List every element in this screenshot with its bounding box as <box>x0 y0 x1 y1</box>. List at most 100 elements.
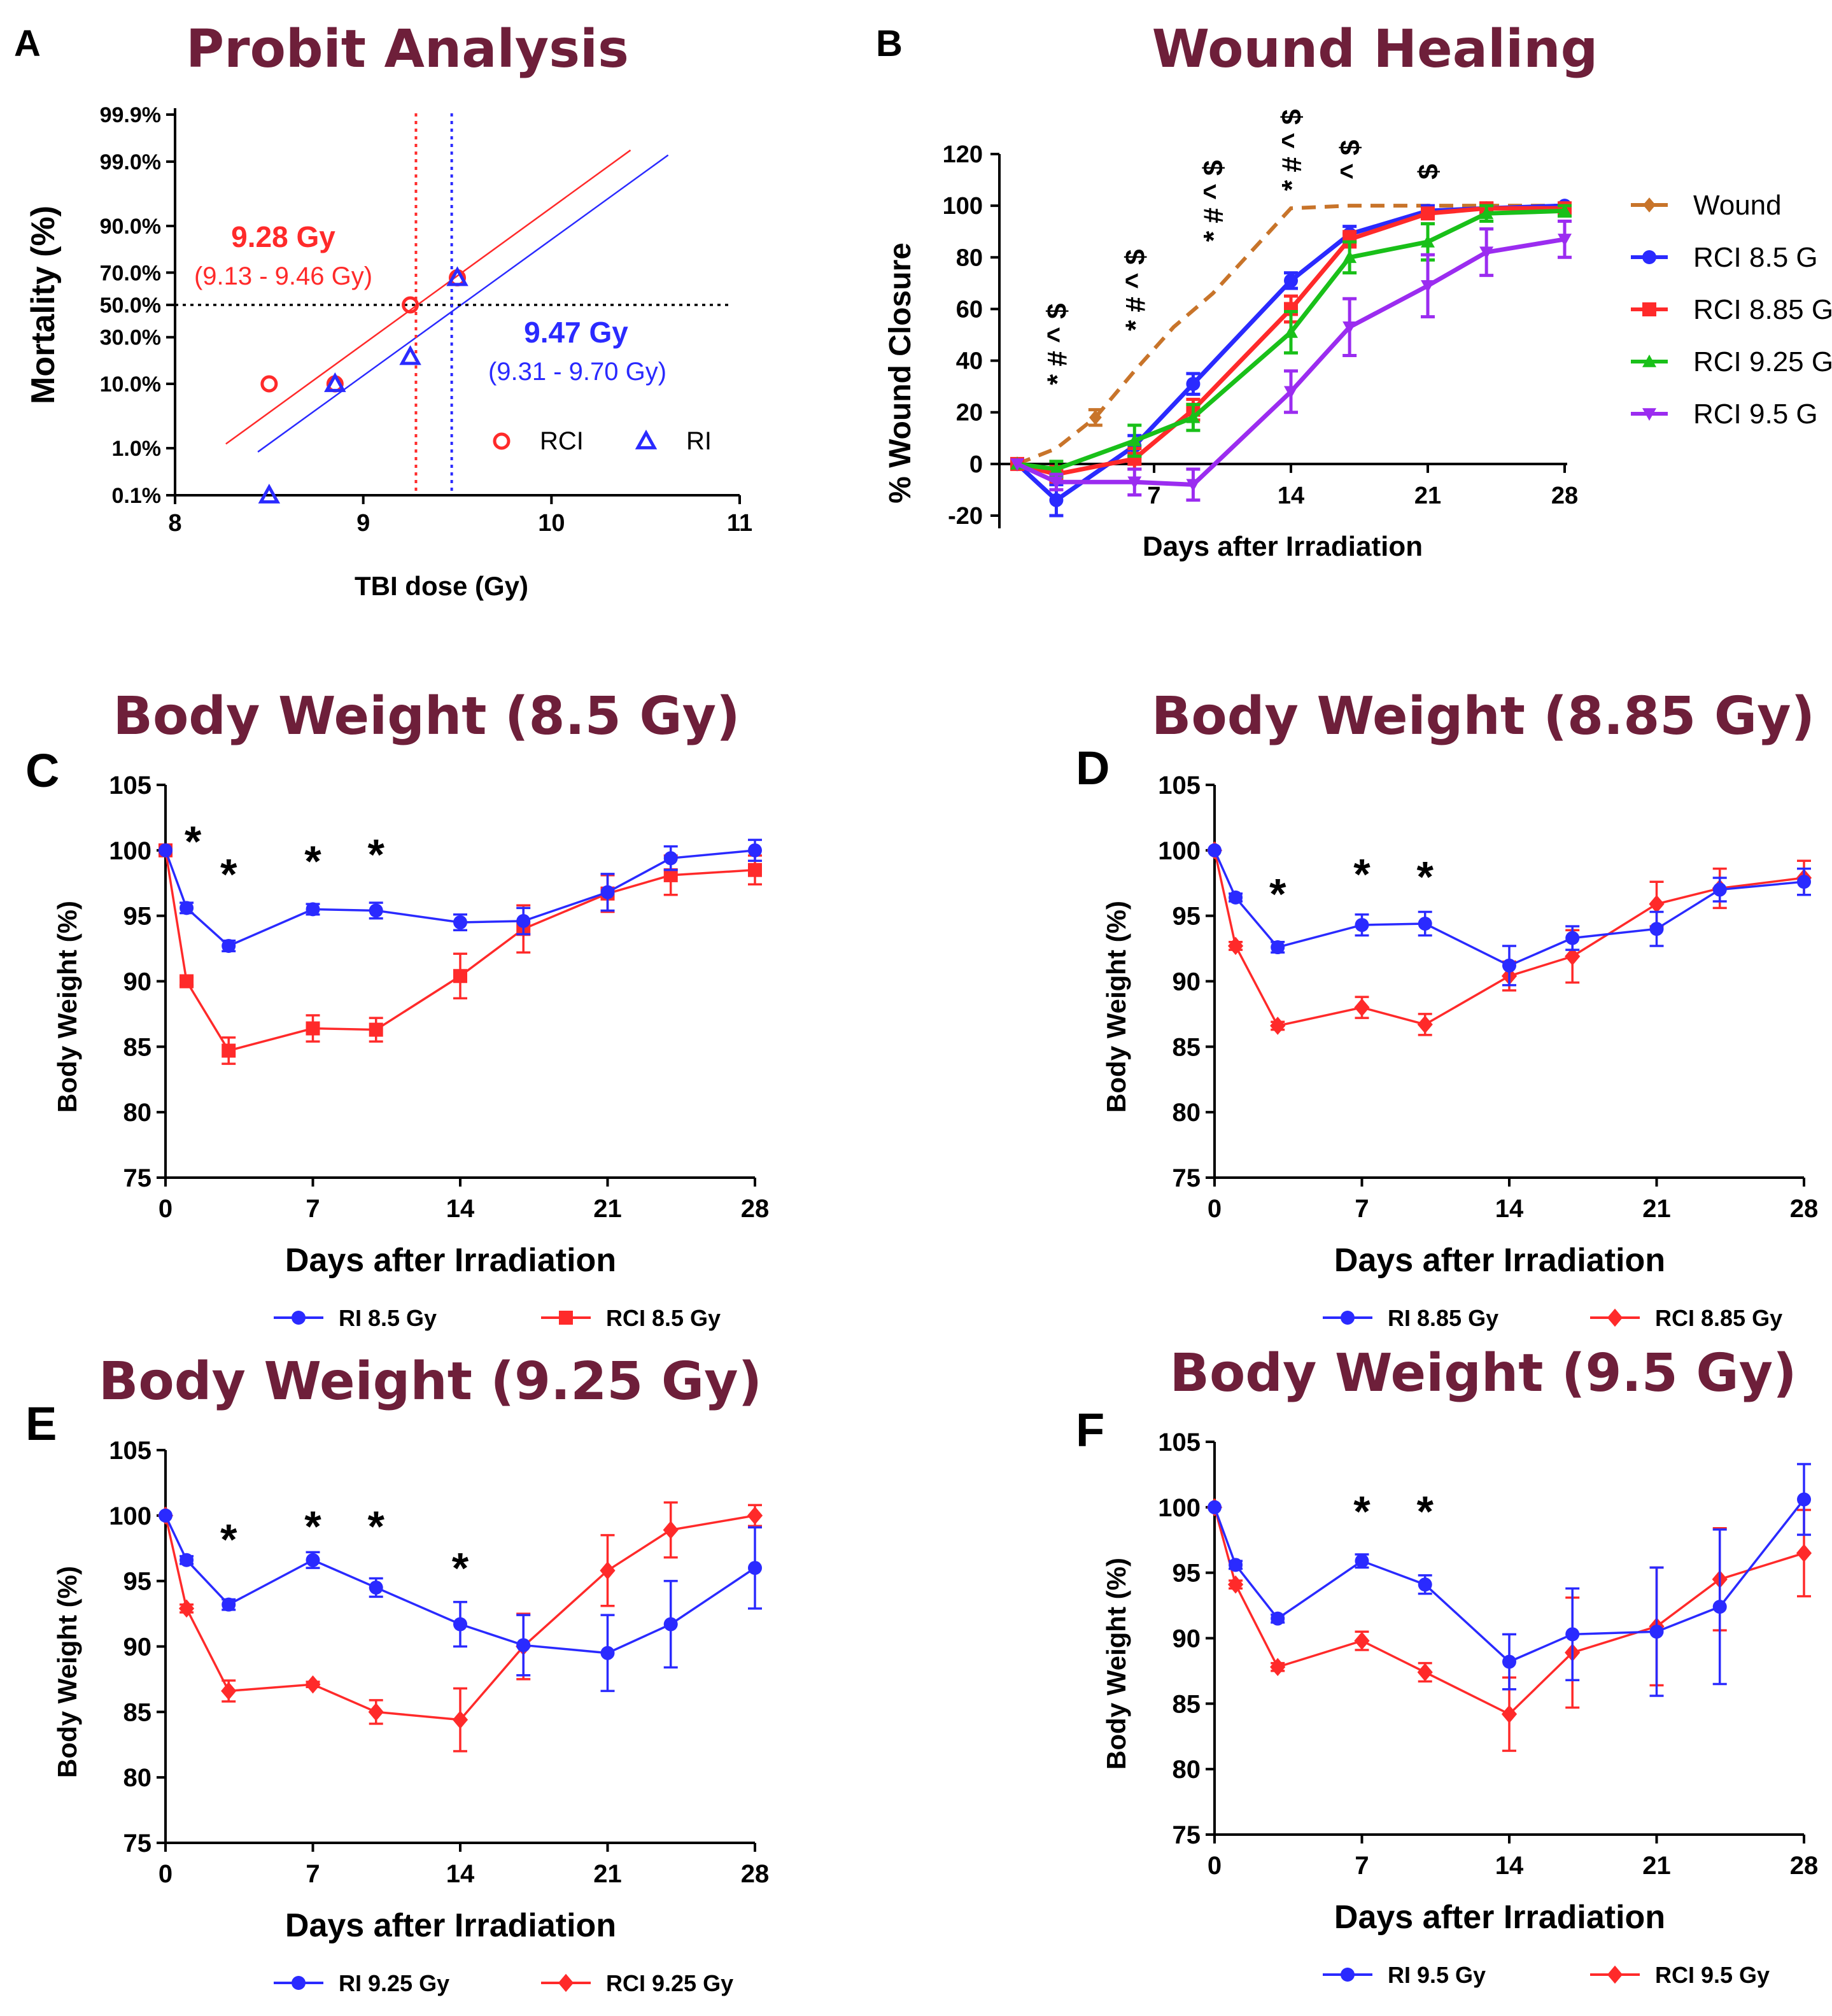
legend-marker-b <box>1642 355 1656 367</box>
panel-c: C Body Weight (8.5 Gy) 75 80 85 90 95 100 105 0 7 1… <box>25 686 769 1331</box>
y-tick-label: 75 <box>123 1164 152 1192</box>
data-point <box>1227 936 1244 955</box>
legend-label: RCI 8.5 Gy <box>606 1305 721 1331</box>
legend-marker <box>1341 1968 1355 1982</box>
legend-label: RI 9.25 Gy <box>339 1970 449 1996</box>
series-line <box>164 850 756 1052</box>
y-axis-label-b: % Wound Closure <box>884 243 917 504</box>
y-tick-label: 75 <box>123 1829 152 1857</box>
data-point <box>1354 998 1370 1017</box>
significance-star: * <box>185 817 202 866</box>
panel-label-b: B <box>876 23 903 64</box>
data-point <box>1271 1611 1285 1626</box>
data-point <box>1565 1627 1580 1642</box>
data-point <box>600 1561 616 1580</box>
x-axis-label: Days after Irradiation <box>1334 1242 1665 1279</box>
series-line <box>1213 850 1805 1027</box>
x-axis-label-b: Days after Irradiation <box>1143 531 1423 562</box>
data-point-b <box>1284 325 1298 338</box>
data-point <box>180 901 194 915</box>
x-tick-label-b: 21 <box>1414 483 1441 509</box>
legend-marker <box>292 1311 306 1325</box>
data-point-b <box>1049 476 1064 490</box>
legend-marker <box>1341 1311 1355 1325</box>
x-axis-label: Days after Irradiation <box>285 1907 616 1944</box>
x-tick-label: 7 <box>306 1860 320 1888</box>
significance-star: * <box>367 1502 384 1551</box>
data-point-b <box>1421 234 1435 248</box>
data-point <box>1712 1600 1727 1614</box>
data-point <box>516 1638 531 1653</box>
panel-e: E Body Weight (9.25 Gy) 75 80 85 90 95 100 105 0 7… <box>25 1351 769 1996</box>
y-tick-label: 95 <box>123 1568 152 1596</box>
significance-star: * <box>367 831 384 879</box>
x-tick-label: 28 <box>1790 1852 1819 1880</box>
data-point <box>1649 894 1665 913</box>
y-tick-label: 105 <box>109 772 151 800</box>
y-tick-label: 100 <box>1158 1494 1201 1522</box>
data-point <box>1418 1577 1432 1592</box>
ld50-ci-rci: (9.13 - 9.46 Gy) <box>194 262 372 290</box>
legend-label-b: RCI 8.5 G <box>1693 242 1818 273</box>
panel-label-d: D <box>1076 742 1110 794</box>
data-point <box>222 1043 236 1058</box>
legend-marker <box>1607 1965 1623 1984</box>
y-tick-label: 105 <box>1158 1428 1201 1456</box>
significance-star: * <box>304 1502 321 1551</box>
y-axis-label: Body Weight (%) <box>52 1566 82 1778</box>
fit-line-rci <box>225 149 631 445</box>
data-point <box>1649 922 1664 936</box>
x-tick-label: 21 <box>1642 1195 1671 1223</box>
series-line <box>1213 850 1805 967</box>
legend-label: RI 8.5 Gy <box>339 1305 437 1331</box>
significance-star: * <box>304 837 321 885</box>
data-point <box>663 1521 679 1539</box>
y-axis-label: Body Weight (%) <box>1101 1558 1131 1770</box>
series-line <box>164 849 756 948</box>
data-point <box>369 903 383 918</box>
series-line <box>1213 1507 1805 1716</box>
y-tick-label-b: 60 <box>956 296 983 323</box>
y-tick-label: 80 <box>1173 1756 1201 1784</box>
legend-label-ri: RI <box>686 427 712 455</box>
series-line <box>1213 1498 1805 1663</box>
significance-star: * <box>452 1544 469 1593</box>
x-tick-label: 21 <box>1642 1852 1671 1880</box>
y-tick-label: 80 <box>123 1764 152 1792</box>
significance-annotation-b: * # ^ $ <box>1041 304 1073 385</box>
data-point <box>1208 1500 1222 1514</box>
series-line-b-0 <box>1016 204 1565 466</box>
y-tick-label-a: 10.0% <box>100 372 161 397</box>
x-tick-label-b: 28 <box>1551 483 1578 509</box>
x-tick-label: 21 <box>593 1860 622 1888</box>
chart-title-e: Body Weight (9.25 Gy) <box>99 1351 762 1412</box>
data-point-b <box>1127 434 1142 447</box>
y-tick-label-a: 0.1% <box>112 484 162 508</box>
data-point-b <box>1342 321 1357 334</box>
data-point <box>1229 890 1243 905</box>
chart-title-f: Body Weight (9.5 Gy) <box>1169 1343 1796 1404</box>
significance-annotation-b: * # ^ $ <box>1198 160 1229 242</box>
data-point <box>1271 940 1285 955</box>
x-tick-label-b: 14 <box>1278 483 1304 509</box>
x-tick-label-a: 11 <box>727 510 752 537</box>
legend-marker-b <box>1642 408 1656 421</box>
legend-marker <box>292 1976 306 1990</box>
data-point <box>1208 843 1222 857</box>
x-tick-label: 0 <box>1208 1195 1222 1223</box>
x-axis-label: Days after Irradiation <box>285 1242 616 1279</box>
legend-marker <box>559 1311 573 1325</box>
data-point <box>600 885 615 899</box>
chart-title-a: Probit Analysis <box>186 19 629 80</box>
legend-label: RCI 9.5 Gy <box>1655 1962 1770 1988</box>
y-tick-label: 95 <box>1173 1560 1201 1588</box>
legend-marker-ri <box>635 429 658 449</box>
x-tick-label: 14 <box>1495 1195 1524 1223</box>
panel-b: B Wound Healing -20 0 20 40 60 80 100 120 7 14 21 28 D… <box>876 19 1832 562</box>
y-tick-label: 85 <box>123 1033 152 1061</box>
y-tick-label: 90 <box>123 1633 152 1661</box>
y-tick-label: 85 <box>1173 1033 1201 1061</box>
chart-title-c: Body Weight (8.5 Gy) <box>113 686 740 747</box>
data-point <box>1502 1654 1516 1669</box>
